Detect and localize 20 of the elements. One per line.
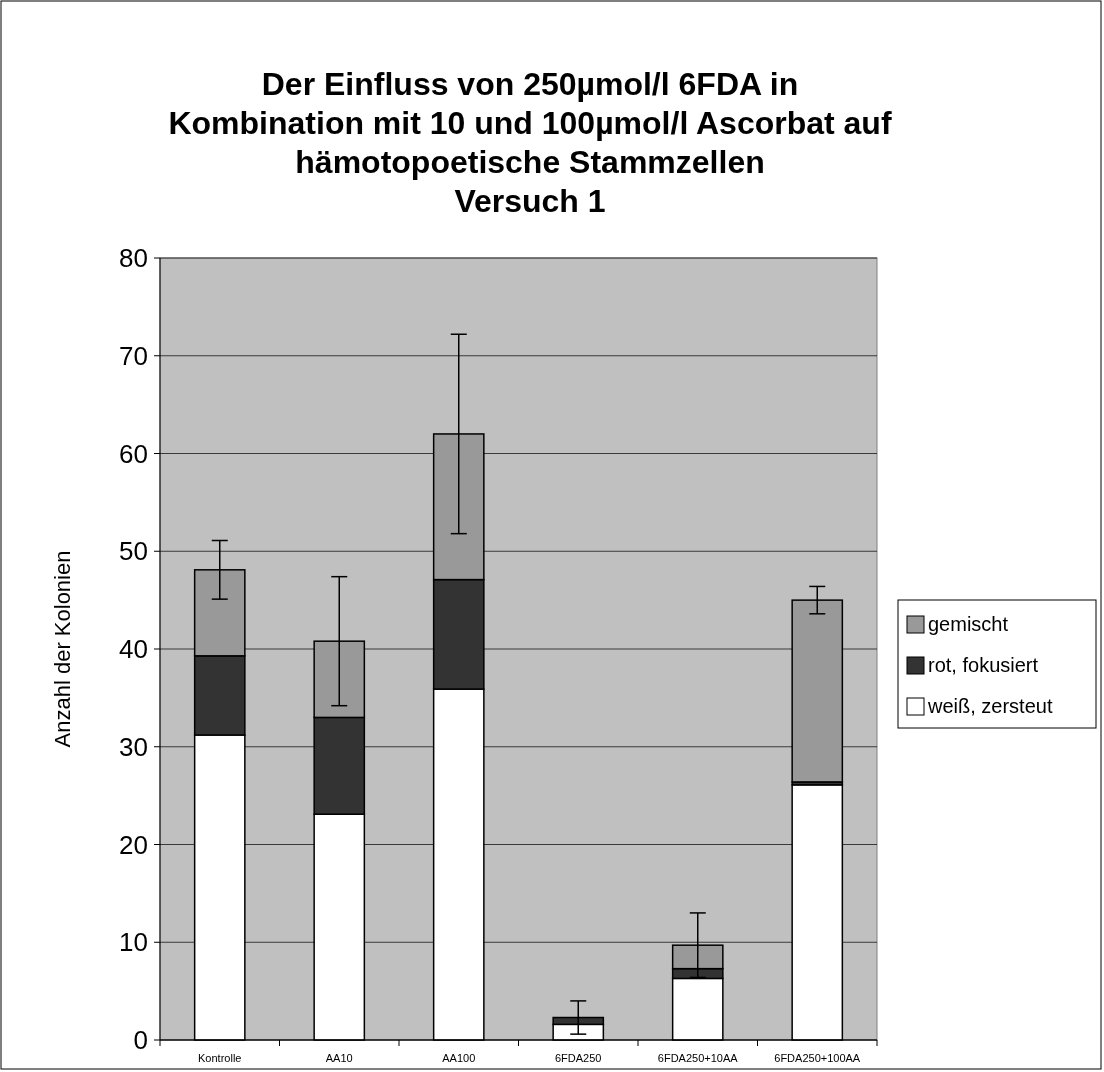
x-tick-label: AA100 <box>442 1052 476 1064</box>
legend-label: weiß, zersteut <box>927 695 1053 717</box>
y-tick-label: 70 <box>119 340 148 371</box>
legend-label: rot, fokusiert <box>928 654 1039 676</box>
y-tick-label: 60 <box>119 438 148 469</box>
y-tick-label: 0 <box>133 1025 148 1056</box>
legend-label: gemischt <box>928 613 1009 635</box>
x-tick-label: 6FDA250+100AA <box>774 1052 861 1064</box>
x-tick-label: AA10 <box>325 1052 353 1064</box>
y-tick-label: 80 <box>119 243 148 274</box>
x-tick-label: Kontrolle <box>198 1052 242 1064</box>
y-tick-label: 40 <box>119 634 148 665</box>
y-tick-label: 50 <box>119 536 148 567</box>
x-tick-label: 6FDA250+10AA <box>657 1052 739 1064</box>
y-tick-label: 30 <box>119 731 148 762</box>
y-tick-label: 20 <box>119 829 148 860</box>
y-axis-title: Anzahl der Kolonien <box>50 550 75 748</box>
chart-title: Der Einfluss von 250µmol/l 6FDA in Kombination mit 10 und 100µmol/l Ascorbat auf hämotopoetische Stammzellen Versuch 1 <box>168 66 892 219</box>
x-tick-label: 6FDA250 <box>555 1052 602 1064</box>
y-tick-label: 10 <box>119 927 148 958</box>
